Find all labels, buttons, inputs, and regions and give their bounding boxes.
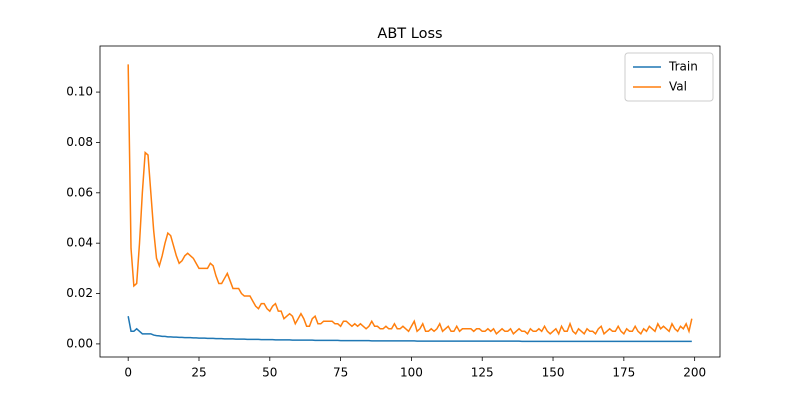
x-tick-label: 200 — [683, 366, 706, 380]
y-tick-label: 0.00 — [66, 336, 93, 350]
line-series — [127, 316, 692, 343]
y-tick-label: 0.04 — [66, 236, 93, 250]
x-tick-label: 100 — [400, 366, 423, 380]
y-tick-label: 0.10 — [66, 85, 93, 99]
legend-label: Val — [669, 80, 687, 94]
legend-label: Train — [668, 60, 698, 74]
x-tick-label: 150 — [542, 366, 565, 380]
x-tick-label: 25 — [191, 366, 206, 380]
x-tick-label: 75 — [333, 366, 348, 380]
chart-title: ABT Loss — [377, 26, 442, 42]
plot-frame — [99, 45, 721, 358]
line-series — [127, 64, 693, 336]
y-tick-label: 0.08 — [66, 135, 93, 149]
x-tick-label: 125 — [471, 366, 494, 380]
legend-box — [624, 52, 714, 102]
x-tick-label: 50 — [262, 366, 277, 380]
x-tick-label: 175 — [612, 366, 635, 380]
y-tick-label: 0.02 — [66, 286, 93, 300]
y-tick-label: 0.06 — [66, 185, 93, 199]
x-tick-label: 0 — [124, 366, 132, 380]
